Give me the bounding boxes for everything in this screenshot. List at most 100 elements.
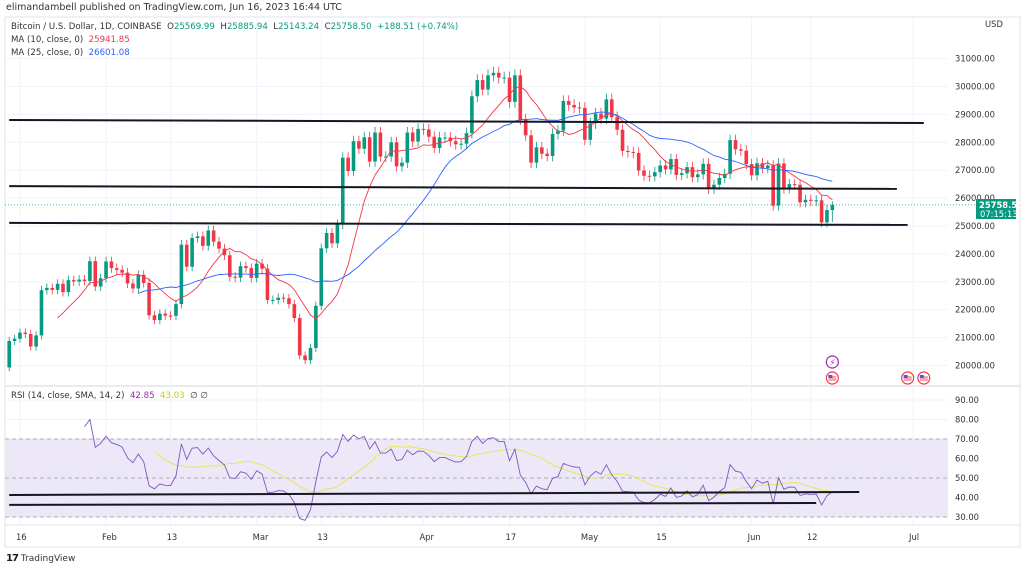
- ma25-legend[interactable]: MA (25, close, 0) 26601.08: [11, 48, 130, 58]
- low-value: 25143.24: [278, 22, 320, 32]
- candle-body: [227, 255, 232, 277]
- ma10-legend[interactable]: MA (10, close, 0) 25941.85: [11, 35, 130, 45]
- ma25-line: [138, 111, 833, 295]
- candle-body: [421, 128, 426, 130]
- candle-body: [18, 332, 22, 339]
- candle-body: [131, 283, 135, 289]
- candle-body: [109, 261, 114, 269]
- time-tick-label: 16: [16, 532, 27, 542]
- candle-body: [39, 290, 44, 336]
- candle-body: [233, 276, 237, 278]
- candle-body: [502, 77, 506, 79]
- candle-body: [292, 304, 297, 319]
- candle-body: [367, 137, 372, 162]
- candle-body: [577, 107, 582, 109]
- candle-body: [599, 113, 603, 119]
- candle-body: [23, 332, 28, 334]
- symbol-legend[interactable]: Bitcoin / U.S. Dollar, 1D, COINBASE O255…: [11, 22, 458, 32]
- candle-body: [71, 280, 76, 282]
- flag-stripes: [919, 376, 928, 381]
- candle-body: [115, 268, 119, 270]
- rsi-tick-label: 90.00: [955, 395, 979, 405]
- candles: [7, 66, 835, 372]
- candle-body: [486, 75, 490, 90]
- candle-body: [550, 133, 555, 156]
- candle-body: [217, 241, 221, 249]
- candle-body: [706, 163, 711, 189]
- candle-body: [260, 263, 264, 269]
- candle-body: [765, 165, 770, 168]
- candle-body: [195, 236, 200, 238]
- trendlines[interactable]: [5, 118, 976, 506]
- event-markers[interactable]: ⚡: [825, 355, 931, 385]
- candle-body: [163, 313, 168, 316]
- high-value: 25885.94: [226, 22, 268, 32]
- candle-body: [324, 232, 329, 249]
- candle-body: [470, 96, 474, 134]
- ma10-line: [57, 86, 833, 320]
- candle-body: [636, 152, 641, 171]
- rsi-tick-label: 70.00: [955, 434, 979, 444]
- candle-body: [93, 261, 98, 287]
- flag-canton: [903, 375, 908, 378]
- candle-body: [394, 142, 399, 167]
- ma10-value: 25941.85: [88, 35, 130, 45]
- candle-body: [475, 80, 480, 97]
- candle-body: [480, 80, 485, 90]
- tradingview-logo[interactable]: 𝟭𝟳 TradingView: [6, 553, 75, 564]
- candle-body: [491, 72, 496, 76]
- candle-body: [104, 261, 108, 279]
- candle-body: [82, 279, 87, 281]
- tradingview-logo-icon: 𝟭𝟳: [6, 553, 19, 564]
- candle-body: [771, 165, 775, 206]
- candle-body: [158, 313, 162, 321]
- candle-body: [626, 150, 630, 153]
- candle-body: [642, 170, 646, 176]
- candle-body: [776, 163, 781, 206]
- rsi-label: RSI (14, close, SMA, 14, 2): [11, 391, 125, 401]
- candle-body: [690, 167, 695, 178]
- currency-label: USD: [985, 19, 1003, 29]
- time-tick-label: Apr: [419, 532, 434, 542]
- candle-body: [222, 248, 227, 256]
- candle-body: [77, 279, 81, 282]
- rsi-legend[interactable]: RSI (14, close, SMA, 14, 2) 42.85 43.03 …: [11, 391, 208, 401]
- candle-body: [120, 269, 124, 273]
- rsi-line: [84, 418, 833, 521]
- candle-body: [168, 315, 173, 317]
- candle-body: [389, 142, 393, 157]
- time-tick-label: 13: [167, 532, 178, 542]
- candle-body: [28, 333, 33, 347]
- candle-body: [830, 204, 835, 211]
- candle-body: [507, 77, 512, 102]
- candle-body: [340, 157, 345, 225]
- candle-body: [152, 315, 157, 321]
- flag-stripes: [903, 376, 912, 381]
- price-tick-label: 23000.00: [955, 277, 995, 287]
- candle-body: [803, 199, 808, 203]
- time-tick-label: 13: [317, 532, 328, 542]
- price-tick-label: 26000.00: [955, 193, 995, 203]
- candle-body: [749, 164, 754, 176]
- candle-body: [265, 268, 270, 300]
- candle-body: [733, 140, 738, 150]
- candle-body: [179, 244, 184, 305]
- candle-body: [540, 147, 544, 154]
- candle-body: [308, 347, 313, 361]
- candle-body: [211, 230, 216, 242]
- logo-text: TradingView: [20, 553, 76, 564]
- candle-body: [798, 184, 802, 203]
- lightning-event-icon[interactable]: [825, 355, 839, 369]
- candle-body: [141, 274, 146, 283]
- candle-body: [496, 72, 501, 78]
- last-price: 25758.50: [979, 200, 1023, 210]
- candle-body: [201, 236, 205, 246]
- candle-body: [12, 338, 17, 341]
- price-trendline: [9, 185, 897, 190]
- flag-canton: [919, 375, 924, 378]
- price-tick-label: 20000.00: [955, 361, 995, 371]
- axes: 31000.00 30000.00 29000.00 28000.00 27000.00…: [16, 54, 995, 542]
- candle-body: [55, 283, 60, 290]
- time-tick-label: Feb: [102, 532, 117, 542]
